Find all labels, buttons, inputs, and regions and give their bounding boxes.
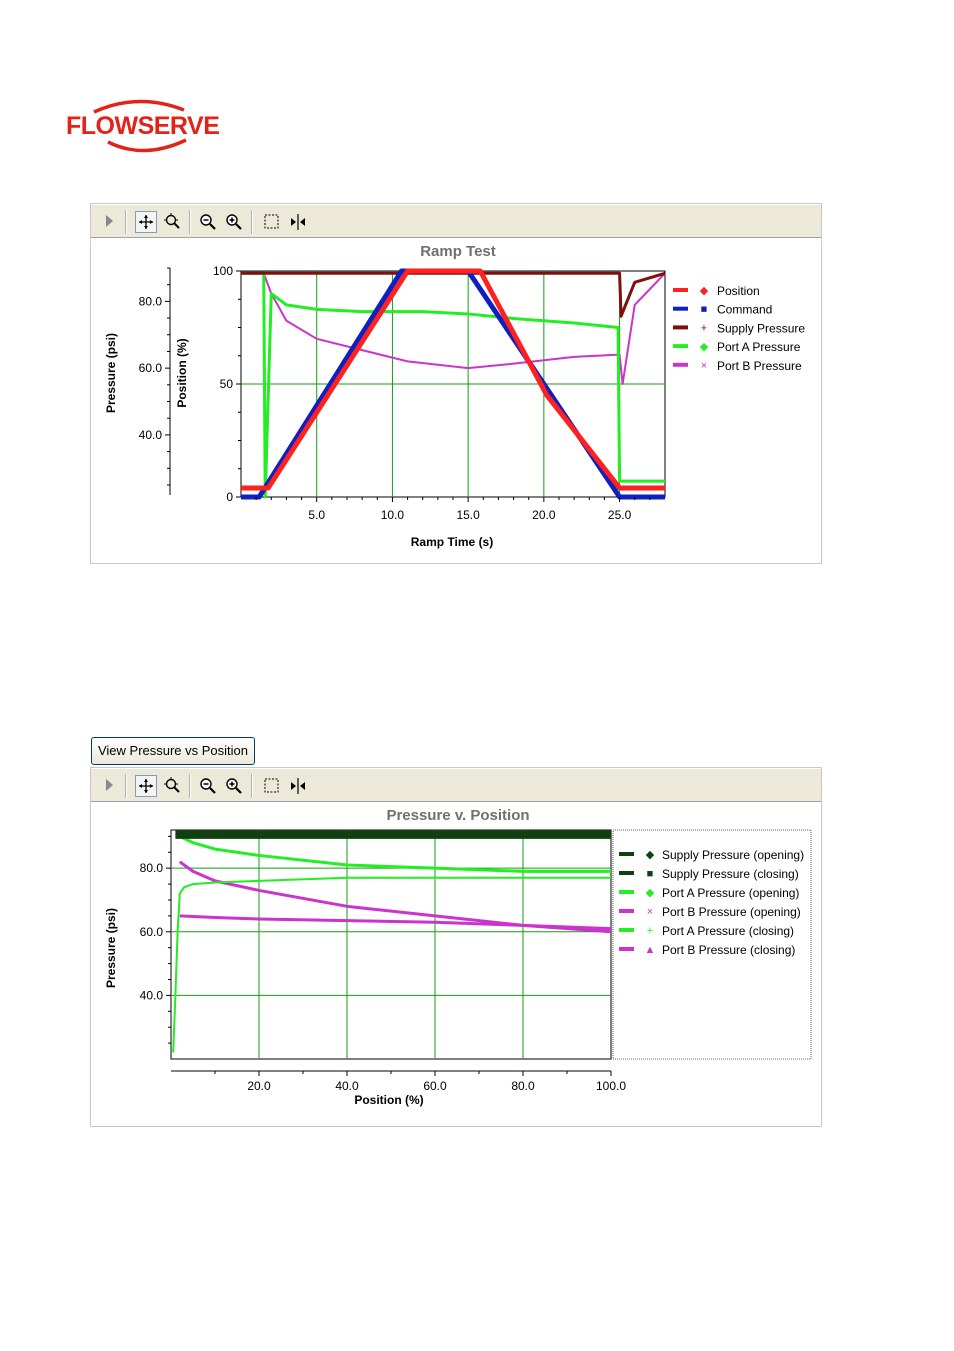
pv-y-tick-label: 40.0 — [140, 988, 164, 1002]
view-pressure-vs-position-button[interactable]: View Pressure vs Position — [91, 737, 255, 765]
select-box-icon[interactable] — [261, 211, 283, 233]
zoom-out-icon[interactable] — [197, 211, 219, 233]
pv-legend: ◆ Supply Pressure (opening) ■ Supply Pressu… — [619, 848, 804, 957]
pv-y-tick-label: 60.0 — [140, 925, 164, 939]
pressure-axis: 40.0 60.0 80.0 — [139, 267, 170, 486]
pv-x-axis: 20.0 40.0 60.0 80.0 100.0 — [171, 1070, 626, 1093]
ramp-chart-toolbar — [91, 204, 821, 238]
pv-series-line — [179, 835, 611, 873]
pv-legend-label: Port A Pressure (opening) — [662, 886, 799, 900]
play-arrow-icon[interactable] — [99, 775, 121, 797]
ramp-series-line — [241, 272, 666, 385]
cursor-split-icon[interactable] — [287, 775, 309, 797]
pv-y-tick-label: 80.0 — [140, 861, 164, 875]
pv-legend-label: Supply Pressure (opening) — [662, 848, 804, 862]
pv-x-tick-label: 100.0 — [596, 1079, 626, 1093]
ramp-x-tick-label: 5.0 — [308, 508, 325, 522]
pv-legend-label: Port B Pressure (opening) — [662, 905, 801, 919]
logo-swoosh — [93, 99, 187, 153]
pv-chart: Pressure v. Position Pressure (psi) 40.0… — [104, 807, 812, 1107]
select-box-icon[interactable] — [261, 775, 283, 797]
ramp-x-axis-label: Ramp Time (s) — [411, 535, 493, 549]
ramp-position-tick-label: 0 — [226, 490, 233, 504]
zoom-in-icon[interactable] — [223, 211, 245, 233]
ramp-chart-title: Ramp Test — [420, 243, 496, 260]
ramp-position-tick-label: 100 — [213, 264, 233, 278]
ramp-series-line — [241, 271, 666, 318]
position-axis: 0 50 100 — [213, 264, 241, 504]
ramp-pressure-axis-label: Pressure (psi) — [104, 333, 118, 413]
pv-legend-marker: ▲ — [645, 944, 656, 956]
ramp-legend-marker: ■ — [701, 304, 708, 316]
ramp-series-line — [241, 268, 665, 491]
pv-legend-box — [612, 829, 812, 1060]
pan-icon[interactable] — [135, 775, 157, 797]
flowserve-logo: FLOWSERVE — [66, 98, 220, 156]
ramp-x-tick-label: 10.0 — [381, 508, 405, 522]
ramp-legend-marker: ◆ — [700, 341, 709, 353]
ramp-legend-label: Port A Pressure — [717, 340, 801, 354]
pv-legend-label: Port B Pressure (closing) — [662, 943, 795, 957]
cursor-split-icon[interactable] — [287, 211, 309, 233]
pv-grid — [171, 830, 611, 1059]
ramp-position-tick-label: 50 — [220, 377, 234, 391]
ramp-x-tick-label: 20.0 — [532, 508, 556, 522]
pv-legend-marker: ■ — [647, 868, 654, 880]
pv-x-tick-label: 80.0 — [511, 1079, 535, 1093]
ramp-legend-marker: × — [701, 360, 707, 372]
ramp-x-tick-label: 25.0 — [608, 508, 632, 522]
pv-y-axis-label: Pressure (psi) — [104, 908, 118, 988]
pv-chart-title: Pressure v. Position — [386, 807, 529, 824]
pv-x-tick-label: 60.0 — [423, 1079, 447, 1093]
pv-legend-label: Port A Pressure (closing) — [662, 924, 794, 938]
logo-text: FLOWSERVE — [66, 112, 220, 140]
play-arrow-icon[interactable] — [99, 211, 121, 233]
ramp-pressure-tick-label: 60.0 — [139, 361, 163, 375]
pv-x-tick-label: 20.0 — [247, 1079, 271, 1093]
pv-x-axis-label: Position (%) — [354, 1093, 423, 1107]
ramp-x-tick-label: 15.0 — [456, 508, 480, 522]
ramp-legend-label: Position — [717, 284, 760, 298]
pv-legend-label: Supply Pressure (closing) — [662, 867, 799, 881]
pv-legend-marker: × — [647, 906, 653, 918]
zoom-fit-icon[interactable] — [161, 775, 183, 797]
ramp-x-axis: 5.0 10.0 15.0 20.0 25.0 — [255, 497, 651, 522]
ramp-position-axis-label: Position (%) — [175, 338, 189, 407]
ramp-chart-panel: Ramp Test 40.0 60.0 80.0 Pressure (psi) Po… — [90, 203, 822, 564]
zoom-out-icon[interactable] — [197, 775, 219, 797]
pv-series-line — [172, 876, 611, 1053]
pv-y-axis: 40.0 60.0 80.0 — [140, 835, 171, 1044]
zoom-in-icon[interactable] — [223, 775, 245, 797]
ramp-legend: ◆ Position ■ Command + Supply Pressure ◆ Port A… — [673, 284, 805, 373]
ramp-pressure-tick-label: 40.0 — [139, 428, 163, 442]
pv-plot-area — [170, 829, 612, 1060]
ramp-pressure-tick-label: 80.0 — [139, 294, 163, 308]
ramp-legend-marker: ◆ — [700, 285, 709, 297]
pv-x-tick-label: 40.0 — [335, 1079, 359, 1093]
pv-legend-marker: ◆ — [646, 887, 655, 899]
pv-series — [172, 830, 612, 1053]
pan-icon[interactable] — [135, 211, 157, 233]
pv-series-line — [178, 860, 612, 934]
pv-chart-toolbar — [91, 768, 821, 802]
pv-legend-marker: ◆ — [646, 849, 655, 861]
ramp-legend-label: Port B Pressure — [717, 359, 802, 373]
pv-legend-marker: + — [647, 925, 653, 937]
zoom-fit-icon[interactable] — [161, 211, 183, 233]
ramp-legend-label: Supply Pressure — [717, 321, 805, 335]
ramp-legend-marker: + — [701, 322, 707, 334]
pv-chart-panel: Pressure v. Position Pressure (psi) 40.0… — [90, 767, 822, 1127]
ramp-chart: Ramp Test 40.0 60.0 80.0 Pressure (psi) Po… — [104, 243, 805, 549]
ramp-series-line — [241, 271, 665, 499]
ramp-legend-label: Command — [717, 303, 772, 317]
